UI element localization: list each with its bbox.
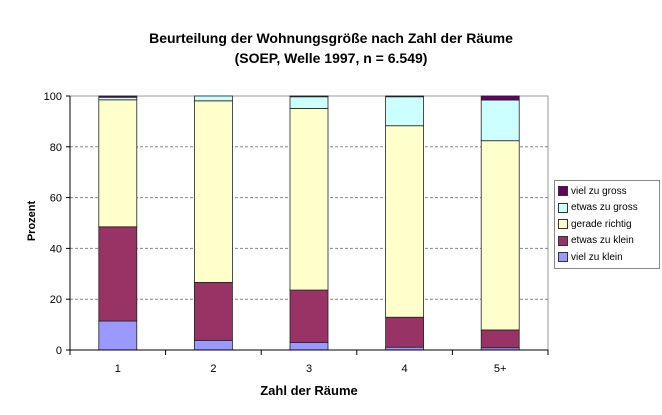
legend: viel zu gross etwas zu gross gerade richti…: [554, 180, 660, 269]
bar-segment-viel-zu-gross: [480, 95, 520, 101]
bar-segment-viel-zu-gross: [385, 95, 425, 98]
bar-segment-gerade-richtig: [289, 108, 329, 291]
x-tick-label: 5+: [494, 363, 507, 375]
y-tick-label: 100: [44, 91, 62, 103]
bar-segment-etwas-zu-klein: [385, 316, 425, 348]
legend-swatch: [558, 186, 568, 197]
legend-swatch: [558, 219, 568, 230]
x-tick-label: 3: [306, 363, 312, 375]
bar-segment-viel-zu-klein: [98, 320, 138, 351]
y-tick-label: 60: [50, 193, 62, 205]
legend-item: gerade richtig: [558, 216, 656, 233]
bar-segment-etwas-zu-klein: [289, 289, 329, 343]
legend-item: viel zu klein: [558, 249, 656, 266]
y-tick-label: 0: [56, 345, 62, 357]
bar-segment-gerade-richtig: [193, 100, 233, 283]
chart-title: Beurteilung der Wohnungsgröße nach Zahl …: [149, 30, 513, 46]
bar-segment-etwas-zu-gross: [385, 96, 425, 127]
bar-segment-gerade-richtig: [98, 99, 138, 228]
y-tick-label: 40: [50, 243, 62, 255]
bar-segment-viel-zu-klein: [289, 341, 329, 351]
bar-segment-gerade-richtig: [385, 125, 425, 318]
legend-swatch: [558, 202, 568, 213]
bar-segment-etwas-zu-klein: [480, 329, 520, 349]
x-tick-label: 4: [402, 363, 408, 375]
bar-segment-gerade-richtig: [480, 140, 520, 331]
legend-label: viel zu gross: [571, 185, 627, 197]
x-tick-label: 2: [210, 363, 216, 375]
legend-item: viel zu gross: [558, 183, 656, 200]
x-axis-label: Zahl der Räume: [260, 383, 358, 398]
legend-label: gerade richtig: [571, 218, 632, 230]
x-tick-label: 1: [115, 363, 121, 375]
bar-segment-etwas-zu-klein: [193, 282, 233, 341]
y-tick-label: 80: [50, 142, 62, 154]
legend-label: viel zu klein: [571, 251, 623, 263]
legend-swatch: [558, 235, 568, 246]
y-tick-label: 20: [50, 294, 62, 306]
bar-segment-etwas-zu-gross: [480, 99, 520, 142]
legend-label: etwas zu gross: [571, 202, 638, 214]
bar-segment-viel-zu-gross: [289, 95, 329, 98]
bar-segment-etwas-zu-klein: [98, 226, 138, 322]
legend-item: etwas zu gross: [558, 200, 656, 217]
chart-subtitle: (SOEP, Welle 1997, n = 6.549): [234, 50, 428, 66]
bar-segment-etwas-zu-gross: [289, 96, 329, 109]
legend-item: etwas zu klein: [558, 233, 656, 250]
bar-segment-viel-zu-gross: [98, 95, 138, 98]
bar-segment-viel-zu-klein: [193, 339, 233, 351]
legend-swatch: [558, 252, 568, 263]
legend-label: etwas zu klein: [571, 235, 634, 247]
bar-segment-etwas-zu-gross: [193, 95, 233, 102]
y-axis-label: Prozent: [26, 200, 38, 242]
